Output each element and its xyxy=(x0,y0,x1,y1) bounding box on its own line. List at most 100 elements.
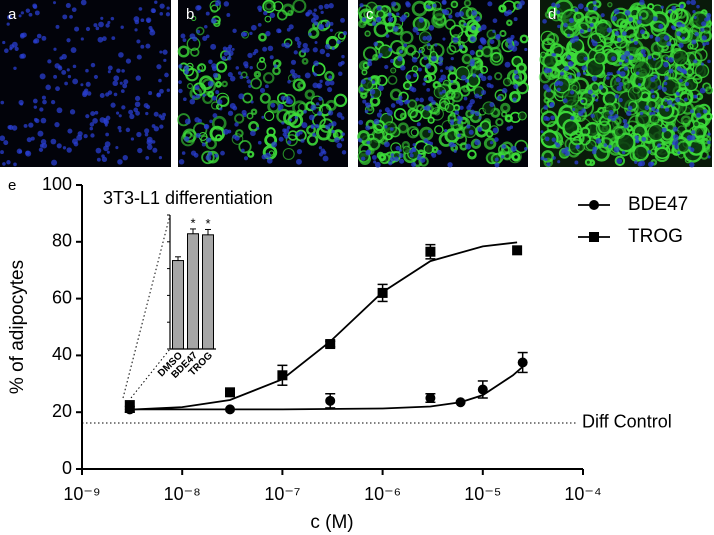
nucleus xyxy=(543,105,548,110)
nucleus xyxy=(431,100,436,105)
micrograph: d xyxy=(538,0,714,168)
nucleus xyxy=(331,121,337,127)
nucleus xyxy=(93,74,99,80)
nucleus xyxy=(677,151,681,155)
nucleus xyxy=(136,39,141,44)
panel-label: c xyxy=(366,6,374,23)
nucleus xyxy=(371,80,376,85)
nucleus xyxy=(25,8,31,13)
green-cell xyxy=(297,102,308,112)
nucleus xyxy=(463,22,467,27)
nucleus xyxy=(544,136,550,142)
nucleus xyxy=(197,69,201,74)
nucleus xyxy=(105,132,109,137)
nucleus xyxy=(614,94,620,99)
nucleus xyxy=(98,21,104,28)
nucleus xyxy=(572,107,576,112)
nucleus xyxy=(25,150,32,157)
nucleus xyxy=(106,150,110,154)
green-cell xyxy=(685,67,695,77)
nucleus xyxy=(113,75,120,82)
nucleus xyxy=(90,133,95,138)
nucleus xyxy=(284,42,291,49)
nucleus xyxy=(229,75,236,82)
nucleus xyxy=(468,129,474,135)
nucleus xyxy=(337,61,343,67)
nucleus xyxy=(26,137,32,143)
x-tick-label: 10⁻⁹ xyxy=(63,484,100,504)
nucleus xyxy=(227,72,233,78)
nucleus xyxy=(671,103,675,107)
nucleus xyxy=(280,95,286,101)
nucleus xyxy=(365,150,371,156)
nucleus xyxy=(633,40,638,45)
green-cell xyxy=(405,44,417,56)
green-cell xyxy=(273,1,284,12)
nucleus xyxy=(342,31,348,36)
green-cell xyxy=(235,129,244,138)
green-cell xyxy=(250,108,258,116)
nucleus xyxy=(324,3,330,9)
green-cell xyxy=(632,144,650,162)
nucleus xyxy=(628,55,634,61)
nucleus xyxy=(660,5,664,9)
nucleus xyxy=(564,146,569,151)
nucleus xyxy=(373,118,380,125)
y-tick-label: 20 xyxy=(52,401,72,421)
nucleus xyxy=(489,39,495,45)
nucleus xyxy=(338,71,343,76)
nucleus xyxy=(412,26,419,33)
nucleus xyxy=(398,100,404,106)
nucleus xyxy=(310,104,317,111)
green-cell xyxy=(263,110,275,122)
nucleus xyxy=(647,55,652,60)
nucleus xyxy=(215,2,219,7)
nucleus xyxy=(360,79,366,85)
nucleus xyxy=(336,39,341,45)
nucleus xyxy=(556,87,561,92)
green-cell xyxy=(654,143,671,160)
nucleus xyxy=(562,98,568,104)
nucleus xyxy=(291,72,298,79)
nucleus xyxy=(314,40,318,44)
nucleus xyxy=(676,21,683,28)
nucleus xyxy=(137,147,143,154)
nucleus xyxy=(3,140,9,146)
nucleus xyxy=(481,89,487,95)
green-cell xyxy=(450,33,462,45)
nucleus xyxy=(466,124,471,129)
nucleus xyxy=(331,129,335,134)
nucleus xyxy=(325,124,331,130)
nucleus xyxy=(574,7,579,12)
nucleus xyxy=(512,97,517,102)
nucleus xyxy=(578,110,584,117)
nucleus xyxy=(203,124,210,130)
nucleus xyxy=(650,89,655,94)
nucleus xyxy=(165,12,171,17)
nucleus xyxy=(651,94,656,99)
nucleus xyxy=(281,121,285,125)
nucleus xyxy=(463,96,468,101)
nucleus xyxy=(134,101,141,108)
nucleus xyxy=(278,107,282,111)
nucleus xyxy=(178,80,182,85)
nucleus xyxy=(159,124,164,129)
nucleus xyxy=(622,118,628,124)
nucleus xyxy=(318,4,324,10)
nucleus xyxy=(438,56,444,62)
green-cell xyxy=(292,0,307,14)
green-cell xyxy=(180,132,196,147)
nucleus xyxy=(314,123,320,129)
nucleus xyxy=(146,144,153,150)
nucleus xyxy=(540,156,545,161)
nucleus xyxy=(516,3,523,10)
nucleus xyxy=(54,121,60,128)
nucleus xyxy=(492,127,499,134)
nucleus xyxy=(76,134,83,141)
nucleus xyxy=(652,57,657,61)
nucleus xyxy=(666,41,672,47)
green-cell xyxy=(409,109,423,123)
nucleus xyxy=(430,55,437,62)
nucleus xyxy=(116,111,120,115)
nucleus xyxy=(121,105,126,110)
